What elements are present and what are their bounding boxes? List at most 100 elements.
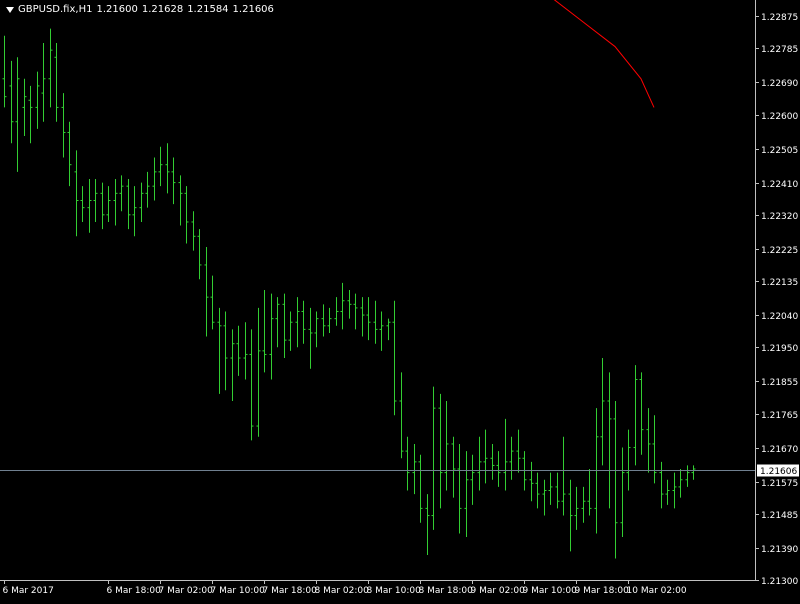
ohlc-bar — [639, 372, 644, 455]
ohlc-bar — [15, 57, 20, 172]
y-tick-label: 1.22135 — [761, 278, 798, 288]
ohlc-bar — [100, 182, 105, 230]
ohlc-bar — [373, 300, 378, 344]
ohlc-bar — [581, 486, 586, 523]
y-tick-label: 1.22410 — [761, 180, 798, 190]
ohlc-bar — [80, 186, 85, 222]
ohlc-bar — [685, 465, 690, 487]
ohlc-bar — [132, 186, 137, 237]
y-tick-label: 1.22690 — [761, 79, 798, 89]
open-value: 1.21600 — [96, 4, 138, 15]
ohlc-bar — [652, 415, 657, 484]
ohlc-bar — [347, 290, 352, 319]
y-tick-label: 1.21300 — [761, 577, 798, 587]
ohlc-bar — [236, 325, 241, 376]
x-tick-label: 7 Mar 02:00 — [159, 586, 214, 596]
ohlc-bar — [412, 443, 417, 495]
ohlc-bar — [438, 393, 443, 509]
x-tick-label: 8 Mar 10:00 — [367, 586, 422, 596]
ohlc-bar — [613, 400, 618, 559]
ohlc-bar — [2, 35, 7, 108]
ohlc-bar — [496, 451, 501, 487]
ohlc-bar — [217, 307, 222, 394]
ohlc-bar — [139, 182, 144, 222]
ohlc-bar — [646, 408, 651, 473]
indicator-line — [553, 0, 655, 108]
ohlc-bar — [542, 479, 547, 516]
ohlc-bar — [503, 418, 508, 491]
y-tick-label: 1.22785 — [761, 45, 798, 55]
ohlc-bar — [230, 329, 235, 401]
x-tick-label: 8 Mar 18:00 — [419, 586, 474, 596]
ohlc-bar — [464, 451, 469, 538]
chart-header: GBPUSD.fix,H1 1.21600 1.21628 1.21584 1.… — [6, 4, 274, 15]
ohlc-bar — [321, 304, 326, 337]
ohlc-bar — [392, 300, 397, 416]
ohlc-bar — [119, 175, 124, 212]
ohlc-bar — [620, 447, 625, 538]
ohlc-bar — [184, 186, 189, 244]
ohlc-bar — [490, 443, 495, 480]
x-tick-label: 10 Mar 02:00 — [627, 586, 687, 596]
ohlc-bar — [158, 146, 163, 187]
ohlc-bar — [327, 307, 332, 333]
high-value: 1.21628 — [141, 4, 184, 15]
ohlc-bar — [548, 472, 553, 505]
ohlc-bar — [386, 318, 391, 341]
ohlc-bar — [626, 429, 631, 491]
ohlc-bar — [477, 436, 482, 491]
y-tick-label: 1.22505 — [761, 146, 798, 156]
ohlc-bar — [35, 71, 40, 129]
ohlc-bar — [165, 143, 170, 194]
low-value: 1.21584 — [187, 4, 229, 15]
x-tick-label: 6 Mar 2017 — [3, 586, 54, 596]
ohlc-bar — [470, 454, 475, 505]
ohlc-bar — [334, 297, 339, 326]
ohlc-bar — [568, 479, 573, 552]
ohlc-bar — [535, 472, 540, 509]
ohlc-bar — [288, 311, 293, 351]
ohlc-bar — [691, 465, 696, 480]
ohlc-bar — [67, 121, 72, 187]
ohlc-bar — [405, 436, 410, 491]
ohlc-bar — [223, 311, 228, 391]
ohlc-bar — [113, 179, 118, 226]
menu-triangle-icon[interactable] — [6, 6, 14, 13]
y-tick-label: 1.22040 — [761, 312, 798, 322]
x-tick-label: 6 Mar 18:00 — [107, 586, 162, 596]
ohlc-bar — [431, 386, 436, 530]
ohlc-bar — [126, 179, 131, 230]
ohlc-bar — [269, 293, 274, 380]
ohlc-bar — [152, 157, 157, 201]
ohlc-bar — [256, 307, 261, 437]
ohlc-bar — [444, 400, 449, 491]
ohlc-bar — [587, 469, 592, 516]
y-tick-label: 1.21670 — [761, 445, 798, 455]
ohlc-bar — [425, 494, 430, 555]
ohlc-bar — [633, 365, 638, 466]
ohlc-bar — [457, 443, 462, 534]
ohlc-bar — [22, 78, 27, 137]
ohlc-bar — [516, 429, 521, 473]
ohlc-bar — [275, 297, 280, 348]
ohlc-bar — [600, 358, 605, 466]
ohlc-bar — [509, 436, 514, 480]
ohlc-bar — [48, 28, 53, 108]
ohlc-bar — [191, 211, 196, 251]
ohlc-bar — [74, 150, 79, 237]
ohlc-bar — [665, 479, 670, 505]
y-tick-label: 1.21855 — [761, 378, 798, 388]
y-tick-label: 1.22225 — [761, 246, 798, 256]
ohlc-bar — [672, 472, 677, 509]
ohlc-bar — [379, 311, 384, 351]
ohlc-bar — [54, 42, 59, 122]
x-tick-label: 7 Mar 18:00 — [263, 586, 318, 596]
x-tick-label: 8 Mar 02:00 — [315, 586, 370, 596]
ohlc-bar — [9, 60, 14, 144]
y-tick-label: 1.22600 — [761, 112, 798, 122]
x-tick-label: 9 Mar 02:00 — [471, 586, 526, 596]
current-price-label: 1.21606 — [760, 467, 797, 477]
ohlc-bar — [249, 329, 254, 441]
